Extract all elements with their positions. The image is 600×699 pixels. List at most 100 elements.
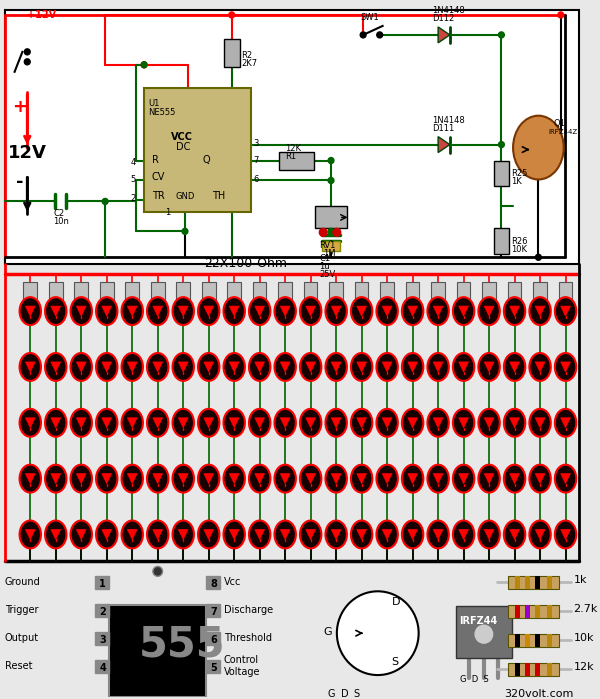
Polygon shape: [357, 529, 367, 540]
Text: S: S: [391, 657, 398, 667]
Bar: [535, 663, 541, 676]
Ellipse shape: [453, 521, 475, 549]
Text: Ground: Ground: [5, 577, 41, 587]
Bar: [49, 282, 62, 304]
Text: R: R: [152, 154, 159, 164]
Text: Q: Q: [203, 154, 210, 164]
Bar: [355, 282, 368, 304]
Bar: [535, 577, 541, 589]
Ellipse shape: [453, 409, 475, 437]
Ellipse shape: [555, 353, 576, 381]
Bar: [406, 282, 419, 304]
Text: D: D: [391, 597, 400, 607]
Text: C1: C1: [319, 254, 331, 264]
Ellipse shape: [198, 409, 220, 437]
Ellipse shape: [71, 465, 92, 493]
Text: 1: 1: [166, 208, 171, 217]
Ellipse shape: [555, 521, 576, 549]
Ellipse shape: [198, 465, 220, 493]
Ellipse shape: [478, 353, 500, 381]
Polygon shape: [459, 362, 469, 372]
Polygon shape: [204, 362, 214, 372]
Ellipse shape: [96, 409, 118, 437]
Text: R2: R2: [241, 51, 253, 60]
Bar: [176, 282, 190, 304]
Ellipse shape: [513, 115, 564, 180]
Polygon shape: [255, 418, 265, 428]
Text: GND: GND: [175, 192, 194, 201]
Polygon shape: [560, 418, 571, 428]
Text: NE555: NE555: [148, 108, 175, 117]
Ellipse shape: [300, 353, 322, 381]
Ellipse shape: [478, 297, 500, 325]
Bar: [202, 282, 215, 304]
Ellipse shape: [147, 353, 169, 381]
Bar: [547, 605, 552, 618]
Ellipse shape: [325, 521, 347, 549]
Polygon shape: [357, 418, 367, 428]
Text: R1: R1: [285, 152, 296, 161]
Bar: [535, 605, 541, 618]
Ellipse shape: [96, 297, 118, 325]
Polygon shape: [306, 306, 316, 316]
Circle shape: [475, 625, 493, 643]
Polygon shape: [484, 529, 494, 540]
Polygon shape: [331, 474, 341, 484]
Ellipse shape: [376, 465, 398, 493]
Polygon shape: [280, 306, 290, 316]
Text: 7: 7: [253, 156, 259, 164]
Text: -: -: [16, 173, 23, 192]
Polygon shape: [127, 306, 137, 316]
Bar: [525, 605, 530, 618]
Bar: [329, 282, 343, 304]
Ellipse shape: [173, 409, 194, 437]
Ellipse shape: [300, 297, 322, 325]
Ellipse shape: [20, 521, 41, 549]
Bar: [482, 282, 496, 304]
Bar: [380, 282, 394, 304]
Circle shape: [141, 62, 147, 68]
Bar: [316, 206, 347, 229]
Text: IRFZ44: IRFZ44: [460, 617, 498, 626]
Ellipse shape: [351, 409, 373, 437]
Polygon shape: [560, 474, 571, 484]
Ellipse shape: [427, 465, 449, 493]
Text: 2.7k: 2.7k: [574, 604, 598, 614]
Ellipse shape: [325, 465, 347, 493]
Text: Reset: Reset: [5, 661, 32, 671]
Text: U1: U1: [148, 99, 160, 108]
Bar: [280, 152, 314, 170]
Polygon shape: [127, 418, 137, 428]
Text: Q1: Q1: [554, 119, 566, 128]
Ellipse shape: [173, 521, 194, 549]
Text: IRFZ44Z: IRFZ44Z: [548, 129, 577, 135]
Bar: [95, 660, 109, 673]
Ellipse shape: [402, 297, 424, 325]
Text: 6: 6: [253, 175, 259, 185]
Polygon shape: [280, 362, 290, 372]
Bar: [100, 282, 113, 304]
Text: 3: 3: [100, 635, 106, 645]
Text: 1N4148: 1N4148: [432, 115, 465, 124]
Ellipse shape: [20, 409, 41, 437]
Ellipse shape: [300, 409, 322, 437]
Polygon shape: [76, 418, 86, 428]
Ellipse shape: [504, 409, 525, 437]
Ellipse shape: [20, 297, 41, 325]
Polygon shape: [102, 306, 112, 316]
Polygon shape: [280, 418, 290, 428]
Ellipse shape: [351, 297, 373, 325]
Ellipse shape: [402, 353, 424, 381]
Ellipse shape: [71, 521, 92, 549]
Polygon shape: [510, 306, 520, 316]
Ellipse shape: [504, 297, 525, 325]
Ellipse shape: [96, 465, 118, 493]
Bar: [5, 10, 579, 264]
Polygon shape: [127, 529, 137, 540]
Bar: [559, 282, 572, 304]
Bar: [278, 282, 292, 304]
Text: 1M: 1M: [323, 250, 336, 258]
Bar: [494, 229, 509, 254]
Polygon shape: [331, 418, 341, 428]
Polygon shape: [229, 306, 239, 316]
